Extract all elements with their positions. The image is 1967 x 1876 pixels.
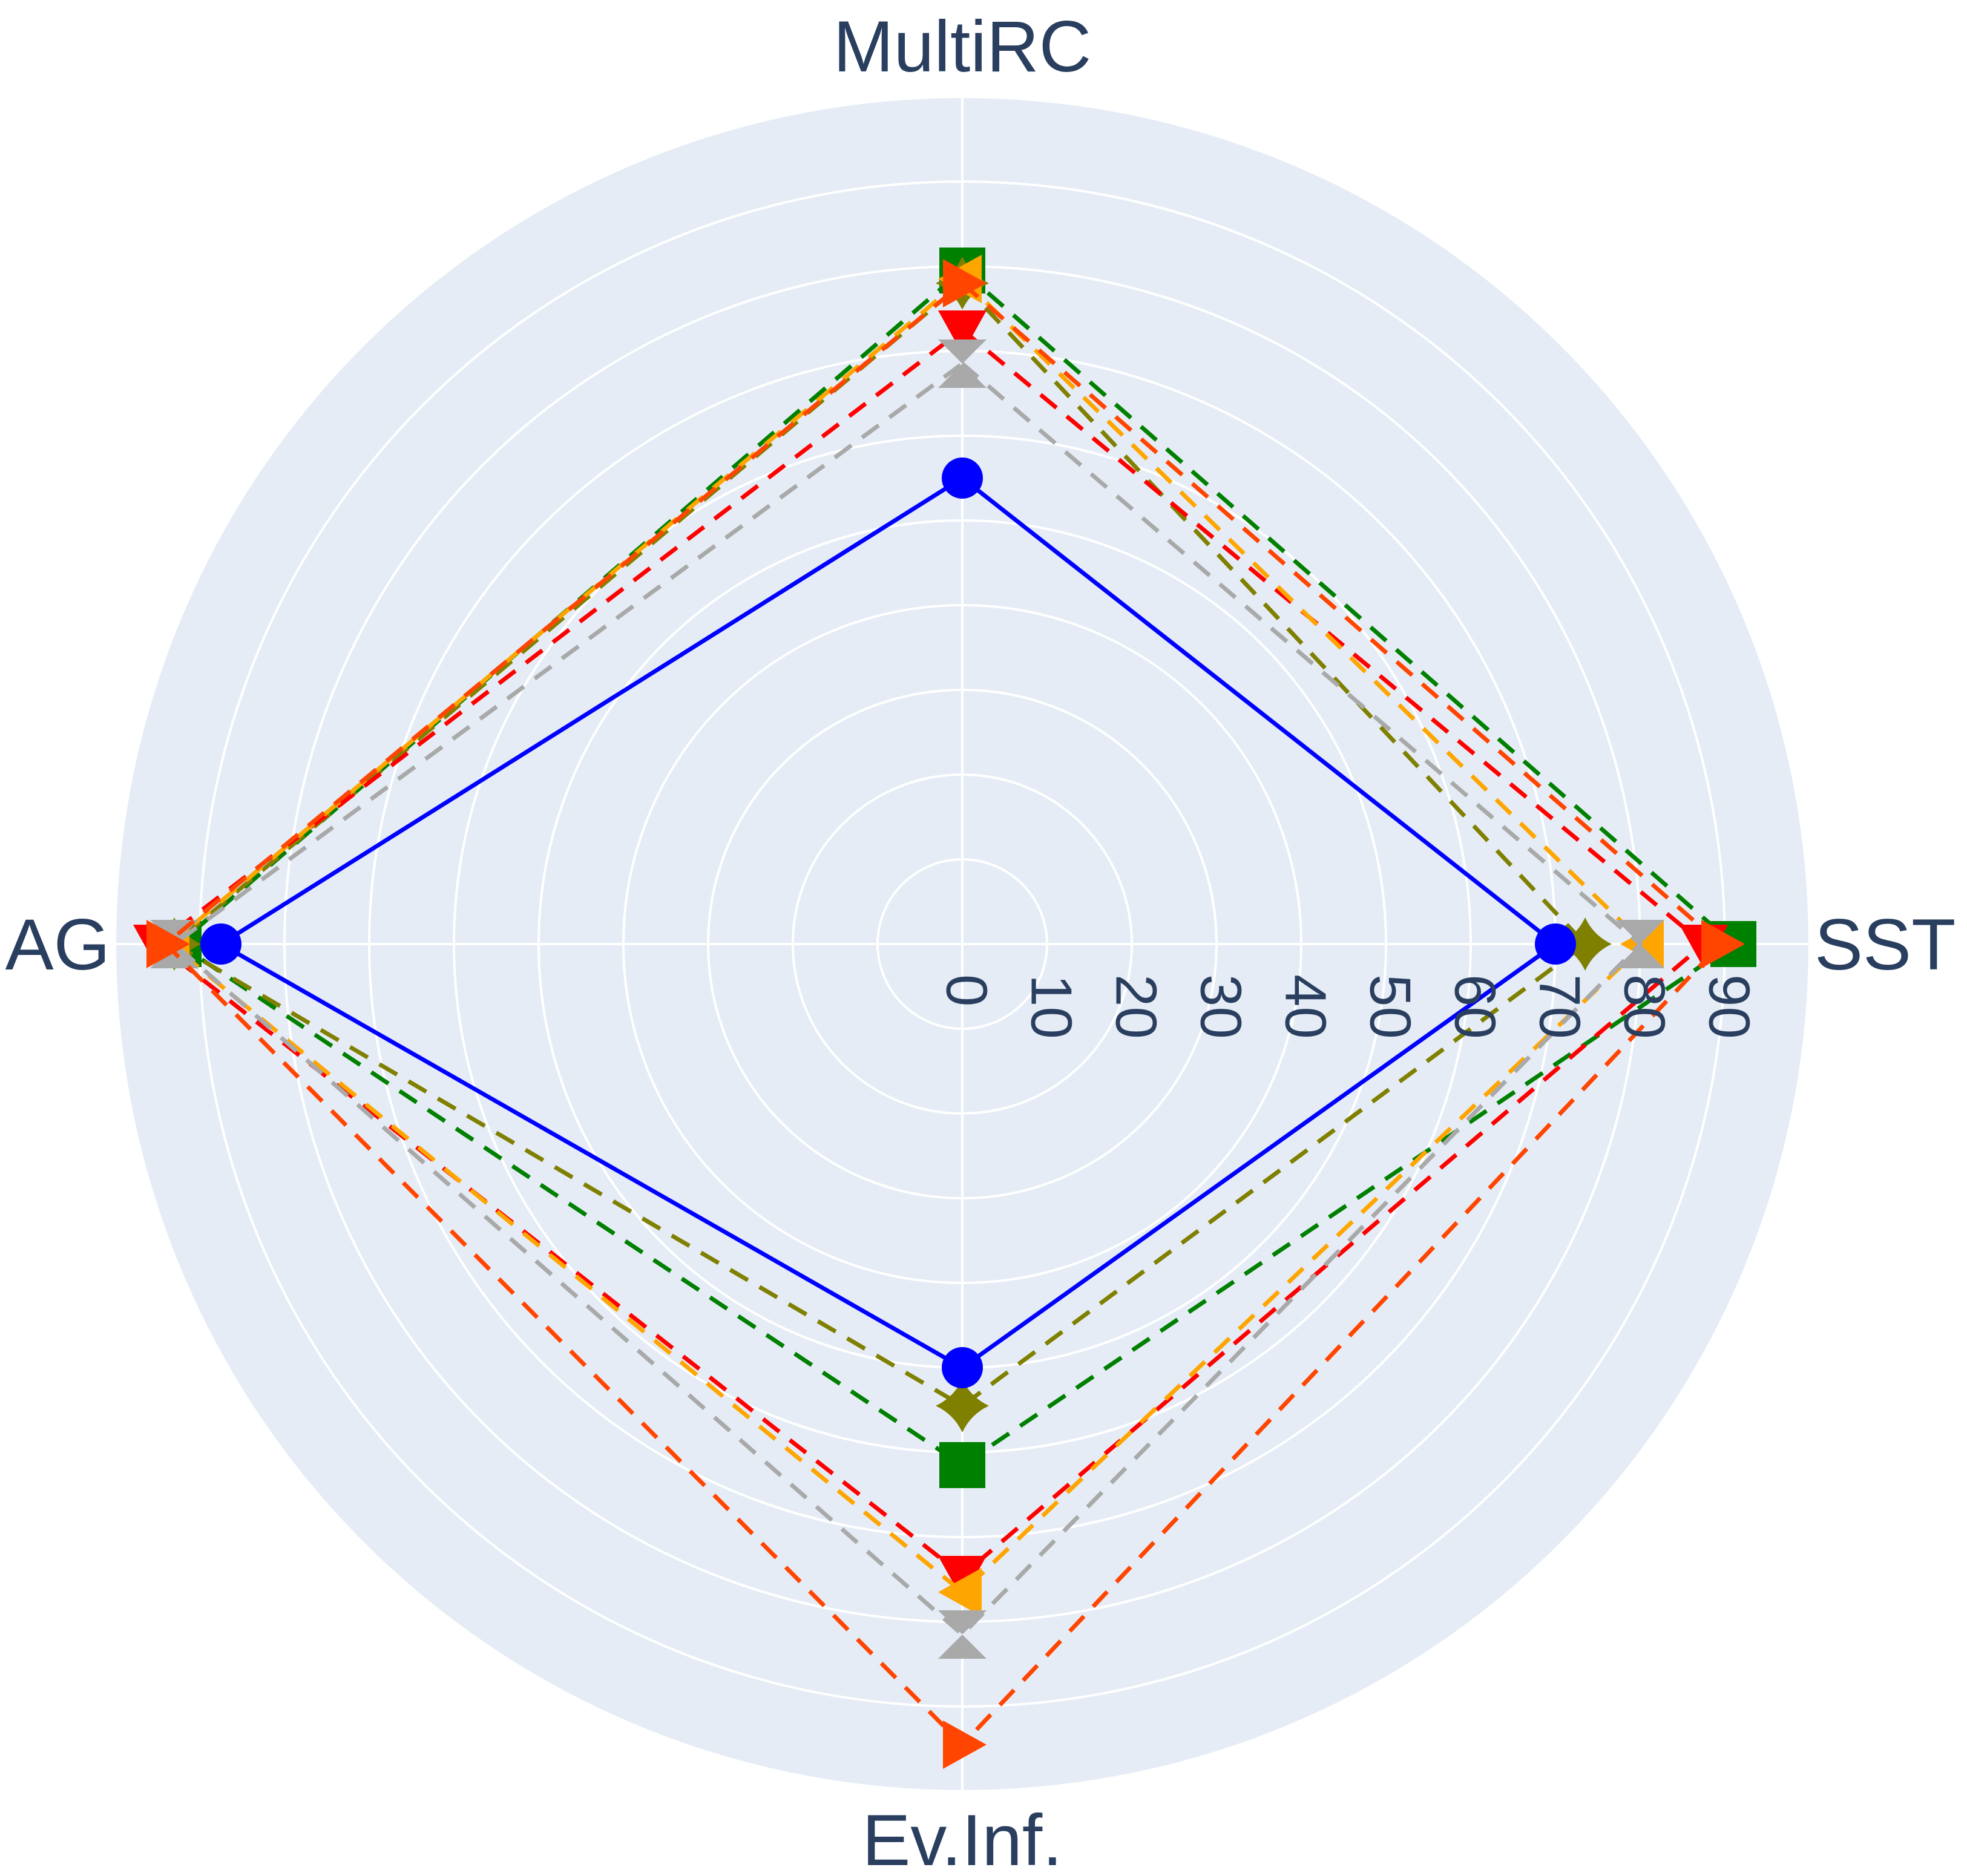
data-point-star4 — [936, 1379, 989, 1432]
data-point-square — [939, 1442, 985, 1488]
series-1 — [200, 458, 1576, 1388]
radial-tick-label: 50 — [1358, 974, 1423, 1039]
data-point-triangle-down — [938, 1556, 987, 1599]
data-point-triangle-right — [146, 920, 190, 968]
data-point-triangle-right — [943, 1720, 987, 1769]
data-point-triangle-down — [938, 310, 987, 354]
data-point-hourglass — [1616, 920, 1664, 968]
radial-tick-label: 70 — [1528, 974, 1592, 1039]
radial-tick-label: 20 — [1104, 974, 1169, 1039]
series-7 — [146, 259, 1745, 1769]
data-point-circle — [200, 923, 241, 965]
axis-label-evinf: Ev.Inf. — [862, 1800, 1062, 1876]
series-line — [171, 361, 1644, 1638]
data-point-triangle-left — [938, 1568, 982, 1616]
data-point-hourglass — [938, 1610, 987, 1659]
axis-label-multirc: MultiRC — [833, 6, 1092, 87]
radial-tick-label: 30 — [1189, 974, 1253, 1039]
data-point-circle — [942, 458, 983, 499]
axis-label-sst: SST — [1814, 904, 1956, 985]
radial-tick-label: 40 — [1273, 974, 1338, 1039]
data-point-triangle-right — [943, 259, 987, 307]
data-point-hourglass — [938, 339, 987, 388]
data-point-circle — [1535, 923, 1576, 965]
data-point-circle — [942, 1347, 983, 1388]
axis-label-ag: AG — [5, 904, 110, 985]
radial-tick-label: 90 — [1697, 974, 1762, 1039]
radial-tick-label: 60 — [1443, 974, 1508, 1039]
series-layer — [133, 248, 1756, 1769]
radial-tick-label: 10 — [1019, 974, 1084, 1039]
angular-axis-labels: MultiRC SST Ev.Inf. AG — [5, 6, 1956, 1876]
radial-tick-label: 0 — [934, 974, 999, 1006]
radial-tick-label: 80 — [1612, 974, 1677, 1039]
data-point-star4 — [1558, 917, 1612, 971]
series-line — [166, 276, 1648, 1595]
radial-tick-labels: 0 10 20 30 40 50 60 70 80 90 — [934, 974, 1762, 1039]
series-6 — [150, 339, 1664, 1659]
data-point-triangle-right — [1701, 920, 1745, 968]
